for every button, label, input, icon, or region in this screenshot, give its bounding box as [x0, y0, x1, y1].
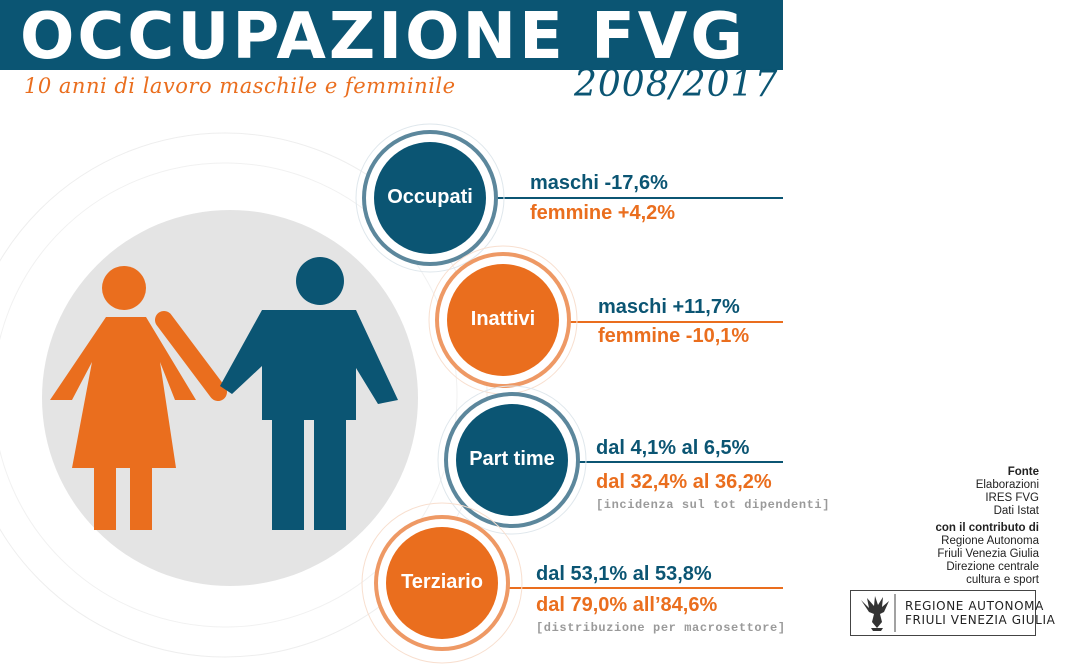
period-label: 2008/2017 — [574, 64, 779, 105]
occupati-female-stat: femmine +4,2% — [530, 202, 676, 224]
parttime-male-stat: dal 4,1% al 6,5% — [596, 437, 750, 459]
credits-block: Fonte Elaborazioni IRES FVG Dati Istat c… — [936, 466, 1040, 587]
fonte-line: IRES FVG — [985, 492, 1039, 504]
terziario-female-stat: dal 79,0% all’84,6% — [536, 594, 718, 616]
region-logo: REGIONE AUTONOMA FRIULI VENEZIA GIULIA — [850, 590, 1055, 636]
occupati-male-stat: maschi -17,6% — [530, 172, 668, 194]
page-title: OCCUPAZIONE FVG — [20, 0, 746, 74]
logo-line-1: REGIONE AUTONOMA — [905, 599, 1044, 613]
logo-line-2: FRIULI VENEZIA GIULIA — [905, 613, 1056, 627]
guide-ring-outer — [0, 132, 488, 658]
parttime-note: [incidenza sul tot dipendenti] — [596, 498, 831, 512]
page-subtitle: 10 anni di lavoro maschile e femminile — [24, 74, 456, 98]
contributo-title: con il contributo di — [935, 522, 1040, 534]
parttime-female-stat: dal 32,4% al 36,2% — [596, 471, 772, 493]
woman-figure-icon — [50, 266, 227, 530]
inattivi-circle — [428, 245, 578, 395]
inattivi-female-stat: femmine -10,1% — [598, 325, 750, 347]
inattivi-label: Inattivi — [470, 308, 536, 330]
terziario-label: Terziario — [401, 571, 483, 593]
fonte-line: Dati Istat — [993, 505, 1039, 517]
contributo-line: cultura e sport — [966, 574, 1039, 586]
occupati-label: Occupati — [387, 186, 473, 208]
contributo-line: Friuli Venezia Giulia — [937, 548, 1039, 560]
parttime-circle — [437, 385, 587, 535]
fonte-title: Fonte — [1007, 466, 1039, 478]
eagle-logo-icon — [861, 594, 896, 632]
inattivi-male-stat: maschi +11,7% — [598, 296, 740, 318]
occupati-circle — [355, 123, 505, 273]
contributo-line: Regione Autonoma — [941, 535, 1039, 547]
contributo-line: Direzione centrale — [946, 561, 1039, 573]
guide-ring-inner — [0, 162, 458, 628]
terziario-male-stat: dal 53,1% al 53,8% — [536, 563, 712, 585]
man-figure-icon — [220, 257, 398, 530]
parttime-label: Part time — [469, 448, 555, 470]
title-band: OCCUPAZIONE FVG — [0, 0, 783, 74]
terziario-circle — [361, 502, 523, 664]
fonte-line: Elaborazioni — [975, 479, 1039, 491]
terziario-note: [distribuzione per macrosettore] — [536, 621, 786, 635]
